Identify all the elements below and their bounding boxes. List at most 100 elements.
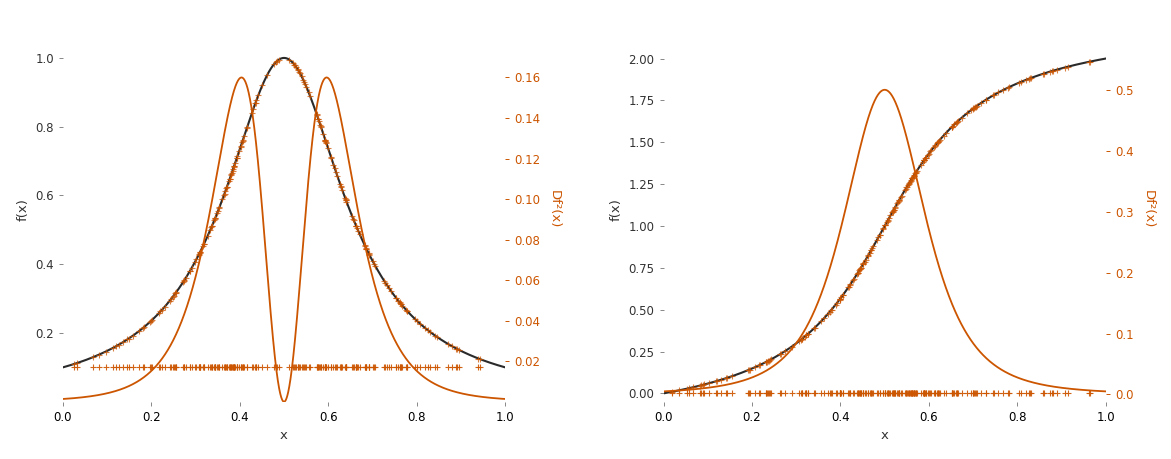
Point [226,159,245,166]
Point [891,390,910,397]
Point [830,390,849,397]
Point [377,364,396,371]
Point [905,390,924,397]
Point [348,364,367,371]
Point [851,264,870,271]
Point [884,390,903,397]
Point [916,155,934,162]
Point [246,364,265,371]
Point [878,216,897,224]
Point [1042,390,1061,397]
Point [164,292,183,299]
Point [964,390,982,397]
Point [977,96,995,103]
Point [1021,74,1040,82]
Point [150,364,169,371]
Point [850,390,869,397]
Point [194,240,213,247]
Point [359,364,378,371]
Point [966,103,985,111]
Point [391,300,410,308]
Point [268,364,287,371]
Point [879,390,898,397]
Point [897,390,916,397]
Point [283,364,302,371]
Point [740,390,759,397]
Point [854,260,872,268]
Point [379,284,398,291]
Point [218,364,237,371]
Point [420,364,439,371]
Point [191,364,210,371]
Point [191,364,210,371]
Point [947,119,966,126]
Point [922,148,940,155]
Point [906,169,925,177]
Point [206,214,225,221]
Point [258,364,276,371]
Point [934,390,953,397]
Point [173,364,192,371]
Point [856,256,875,263]
Point [841,390,860,397]
Point [363,364,382,371]
Point [295,78,314,86]
Point [924,144,943,151]
Point [797,332,816,339]
Point [299,364,317,371]
Point [869,390,888,397]
Point [751,362,769,369]
Point [187,256,206,263]
Point [916,390,934,397]
Point [830,390,849,397]
Point [309,115,328,123]
Point [174,364,193,371]
Point [1011,390,1029,397]
Point [943,123,961,131]
Point [815,315,834,322]
Point [876,221,895,229]
Point [977,390,995,397]
Point [389,297,408,305]
Point [870,231,889,239]
Point [357,364,376,371]
Point [861,249,879,257]
Point [316,139,335,146]
Point [918,390,937,397]
Point [937,130,956,137]
Point [316,364,335,371]
Point [68,359,87,367]
Point [174,364,193,371]
Point [330,364,349,371]
Point [228,153,247,160]
Point [226,364,245,371]
Point [904,172,923,179]
Point [322,364,341,371]
Point [881,390,899,397]
Point [203,222,221,230]
Point [439,341,458,348]
Point [684,384,703,391]
Point [439,364,458,371]
Point [143,364,162,371]
Point [191,248,210,256]
Point [1034,70,1053,77]
Point [848,270,867,278]
Point [897,185,916,192]
Point [797,332,816,339]
Point [806,390,824,397]
Point [717,375,735,382]
Point [450,364,468,371]
Point [862,390,881,397]
Point [405,315,424,323]
Point [416,325,434,332]
Point [133,364,152,371]
Point [390,298,409,306]
Point [246,99,265,106]
Point [946,390,965,397]
Point [186,364,205,371]
Point [224,364,242,371]
Point [267,58,286,66]
Point [68,364,87,371]
Point [310,121,329,128]
